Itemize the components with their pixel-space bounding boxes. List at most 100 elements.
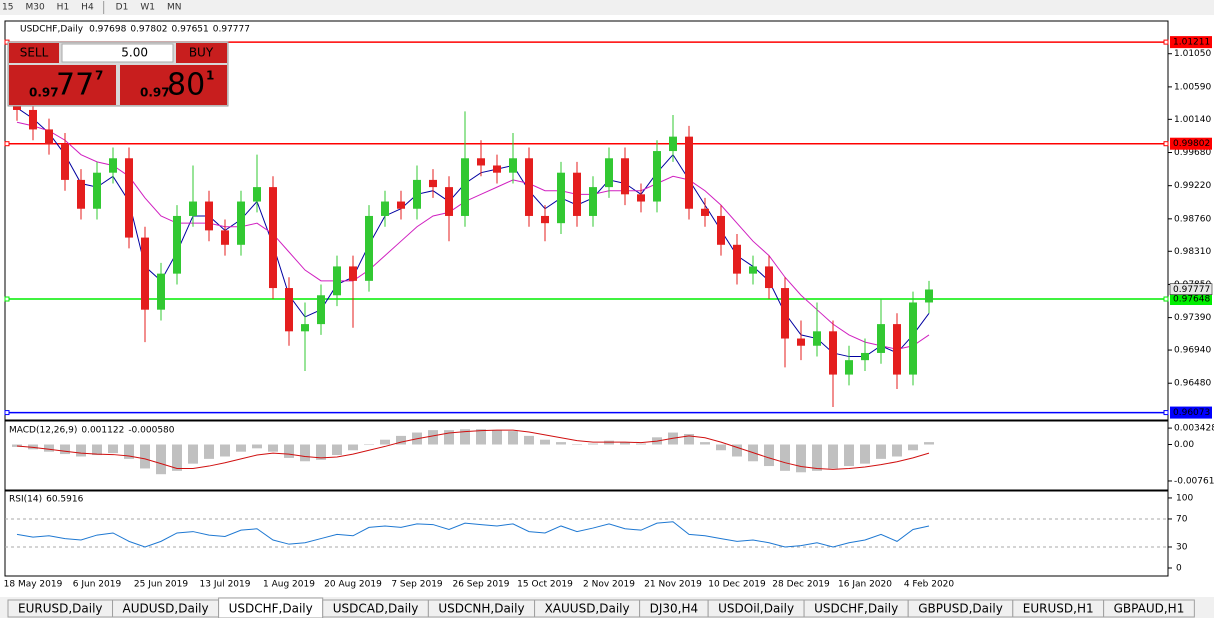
macd-bar (732, 444, 742, 457)
candle-body (397, 201, 405, 209)
candle-body (349, 266, 357, 281)
macd-bar (428, 430, 438, 445)
macd-bar (620, 442, 630, 445)
x-tick-label: 20 Aug 2019 (324, 580, 382, 590)
chart-tab[interactable] (1103, 599, 1195, 618)
candle-body (429, 179, 437, 188)
sell-label[interactable]: SELL (20, 46, 49, 60)
timeframe-button[interactable]: H1 (57, 3, 70, 13)
x-tick-label: 7 Sep 2019 (391, 580, 443, 590)
candle-body (445, 187, 453, 216)
macd-bar (300, 444, 310, 462)
bid-box[interactable] (9, 65, 116, 105)
macd-bar (332, 444, 342, 456)
candle-body (413, 179, 421, 209)
tab-label[interactable]: EURUSD,Daily (18, 602, 103, 616)
tab-label[interactable]: USDCHF,Daily (229, 602, 313, 616)
candle-body (141, 237, 149, 310)
ask-box[interactable] (120, 65, 227, 105)
price-label-box (1170, 36, 1212, 49)
x-tick-label: 18 May 2019 (4, 580, 63, 590)
bid-main: 77 (56, 68, 94, 103)
timeframe-button[interactable]: 15 (2, 3, 13, 13)
y-tick-label: 0.99220 (1174, 181, 1211, 191)
macd-bar (76, 444, 86, 457)
timeframe-button[interactable]: MN (167, 3, 182, 13)
candle-body (717, 215, 725, 245)
moving-average (16, 107, 930, 358)
sell-button[interactable] (9, 43, 59, 63)
tab-label[interactable]: GBPAUD,H1 (1114, 602, 1185, 616)
y-tick-label: 0.98760 (1174, 214, 1211, 224)
macd-bar (476, 429, 486, 445)
line-handle (1163, 410, 1169, 416)
candle-body (509, 158, 517, 173)
tab-label[interactable]: GBPUSD,Daily (918, 602, 1003, 616)
candle-body (285, 288, 293, 332)
candle-body (189, 201, 197, 216)
rsi-title: RSI(14) (9, 495, 42, 505)
y-tick-label: 0.99680 (1174, 148, 1211, 158)
candle-body (45, 129, 53, 144)
tab-label[interactable]: XAUUSD,Daily (545, 602, 630, 616)
macd-main: 0.001122 (81, 426, 124, 436)
timeframe-button[interactable]: M30 (25, 3, 44, 13)
chart-title: USDCHF,Daily (20, 25, 84, 35)
tab-label[interactable]: DJ30,H4 (650, 602, 699, 616)
candle-body (109, 158, 117, 173)
macd-bar (908, 444, 918, 451)
macd-bar (172, 444, 182, 471)
macd-bar (124, 444, 134, 459)
rsi-line (16, 521, 930, 548)
moving-average (16, 121, 930, 350)
timeframe-button[interactable]: W1 (140, 3, 155, 13)
lot-value[interactable]: 5.00 (121, 46, 148, 60)
candle-body (237, 201, 245, 245)
buy-button[interactable] (176, 43, 227, 63)
candle-body (589, 187, 597, 216)
x-tick-label: 15 Oct 2019 (517, 580, 573, 590)
line-handle (1163, 296, 1169, 302)
tab-label[interactable]: EURUSD,H1 (1023, 602, 1094, 616)
x-tick-label: 28 Dec 2019 (772, 580, 830, 590)
candle-body (605, 158, 613, 188)
candle-body (669, 136, 677, 152)
y-tick-label: 0.003428 (1174, 424, 1214, 434)
tab-label[interactable]: AUDUSD,Daily (123, 602, 209, 616)
candle-body (797, 338, 805, 346)
candle-body (93, 172, 101, 209)
macd-bar (236, 444, 246, 452)
candle-body (173, 215, 181, 274)
y-tick-label: 0.97390 (1174, 313, 1211, 323)
price-label: 1.01211 (1173, 38, 1210, 48)
macd-bar (268, 444, 278, 452)
candle-body (29, 109, 37, 130)
candle-body (909, 302, 917, 375)
last-price-box (1169, 283, 1213, 295)
bid-sup: 7 (95, 69, 103, 83)
y-tick-label: 0 (1176, 563, 1182, 573)
macd-signal-line (16, 429, 930, 470)
macd-bar (252, 444, 262, 449)
candle-body (525, 158, 533, 216)
line-handle (4, 410, 10, 416)
candle-body (621, 158, 629, 195)
tab-label[interactable]: USDCHF,Daily (814, 602, 898, 616)
macd-bar (156, 444, 166, 475)
candle-body (333, 266, 341, 296)
candle-body (493, 165, 501, 173)
candle-body (253, 187, 261, 202)
candle-body (125, 158, 133, 238)
timeframe-button[interactable]: H4 (81, 3, 94, 13)
y-tick-label: 0.96480 (1174, 379, 1211, 389)
buy-label[interactable]: BUY (189, 46, 214, 60)
price-label: 0.97648 (1173, 295, 1210, 305)
timeframe-button[interactable]: D1 (116, 3, 129, 13)
lot-input[interactable] (61, 43, 174, 63)
main-panel (4, 20, 1169, 421)
macd-bar (764, 444, 774, 467)
macd-bar (860, 444, 870, 464)
tab-label[interactable]: USDCNH,Daily (438, 602, 524, 616)
tab-label[interactable]: USDCAD,Daily (333, 602, 419, 616)
tab-label[interactable]: USDOil,Daily (718, 602, 794, 616)
